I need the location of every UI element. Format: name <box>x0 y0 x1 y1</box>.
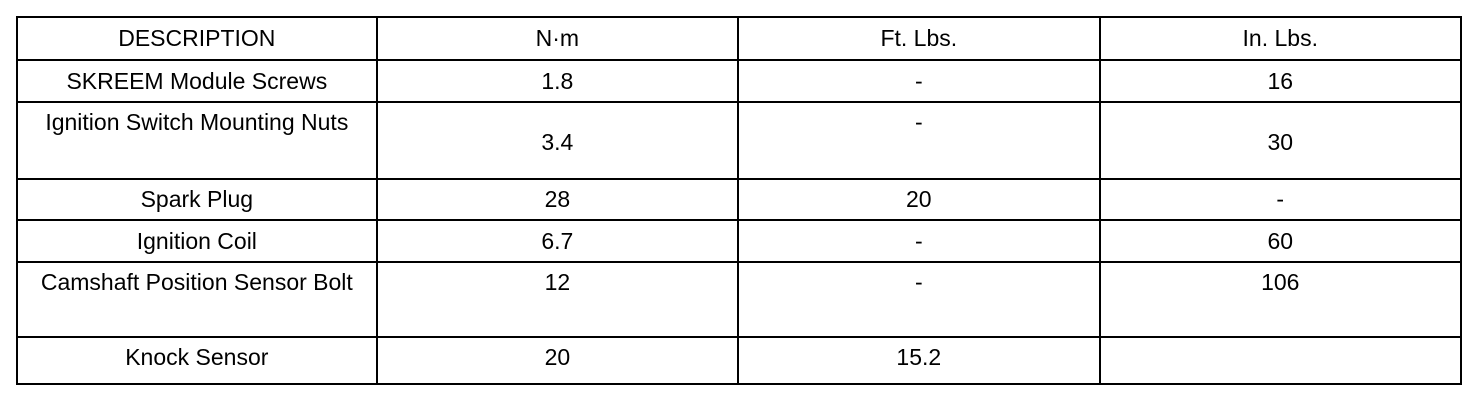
cell-description: Camshaft Position Sensor Bolt <box>16 261 378 338</box>
cell-ft-lbs: - <box>737 261 1101 338</box>
cell-ft-lbs: - <box>737 59 1101 103</box>
cell-nm: 20 <box>375 336 740 385</box>
table-header-row: DESCRIPTION N·m Ft. Lbs. In. Lbs. <box>16 16 1463 61</box>
cell-description: SKREEM Module Screws <box>16 59 378 103</box>
torque-specifications-table: DESCRIPTION N·m Ft. Lbs. In. Lbs. SKREEM… <box>16 16 1463 385</box>
table-row: Ignition Switch Mounting Nuts 3.4 - 30 <box>16 101 1463 180</box>
table-row: Spark Plug 28 20 - <box>16 178 1463 221</box>
cell-description: Spark Plug <box>16 178 378 221</box>
cell-description: Ignition Switch Mounting Nuts <box>16 101 378 180</box>
cell-ft-lbs: 15.2 <box>737 336 1101 385</box>
cell-nm: 3.4 <box>375 101 740 180</box>
cell-in-lbs: 16 <box>1098 59 1463 103</box>
cell-in-lbs <box>1098 336 1463 385</box>
table-row: Ignition Coil 6.7 - 60 <box>16 219 1463 263</box>
cell-nm: 1.8 <box>375 59 740 103</box>
cell-in-lbs: - <box>1098 178 1463 221</box>
cell-description: Knock Sensor <box>16 336 378 385</box>
table-row: Camshaft Position Sensor Bolt 12 - 106 <box>16 261 1463 338</box>
cell-nm: 6.7 <box>375 219 740 263</box>
table-row: SKREEM Module Screws 1.8 - 16 <box>16 59 1463 103</box>
cell-nm: 28 <box>375 178 740 221</box>
cell-ft-lbs: - <box>737 101 1101 180</box>
header-ft-lbs: Ft. Lbs. <box>737 16 1101 61</box>
cell-description: Ignition Coil <box>16 219 378 263</box>
cell-in-lbs: 30 <box>1098 101 1463 180</box>
table-row: Knock Sensor 20 15.2 <box>16 336 1463 385</box>
cell-in-lbs: 106 <box>1098 261 1463 338</box>
cell-nm: 12 <box>375 261 740 338</box>
header-description: DESCRIPTION <box>16 16 378 61</box>
header-nm: N·m <box>375 16 740 61</box>
cell-in-lbs: 60 <box>1098 219 1463 263</box>
cell-ft-lbs: - <box>737 219 1101 263</box>
header-in-lbs: In. Lbs. <box>1098 16 1463 61</box>
cell-ft-lbs: 20 <box>737 178 1101 221</box>
